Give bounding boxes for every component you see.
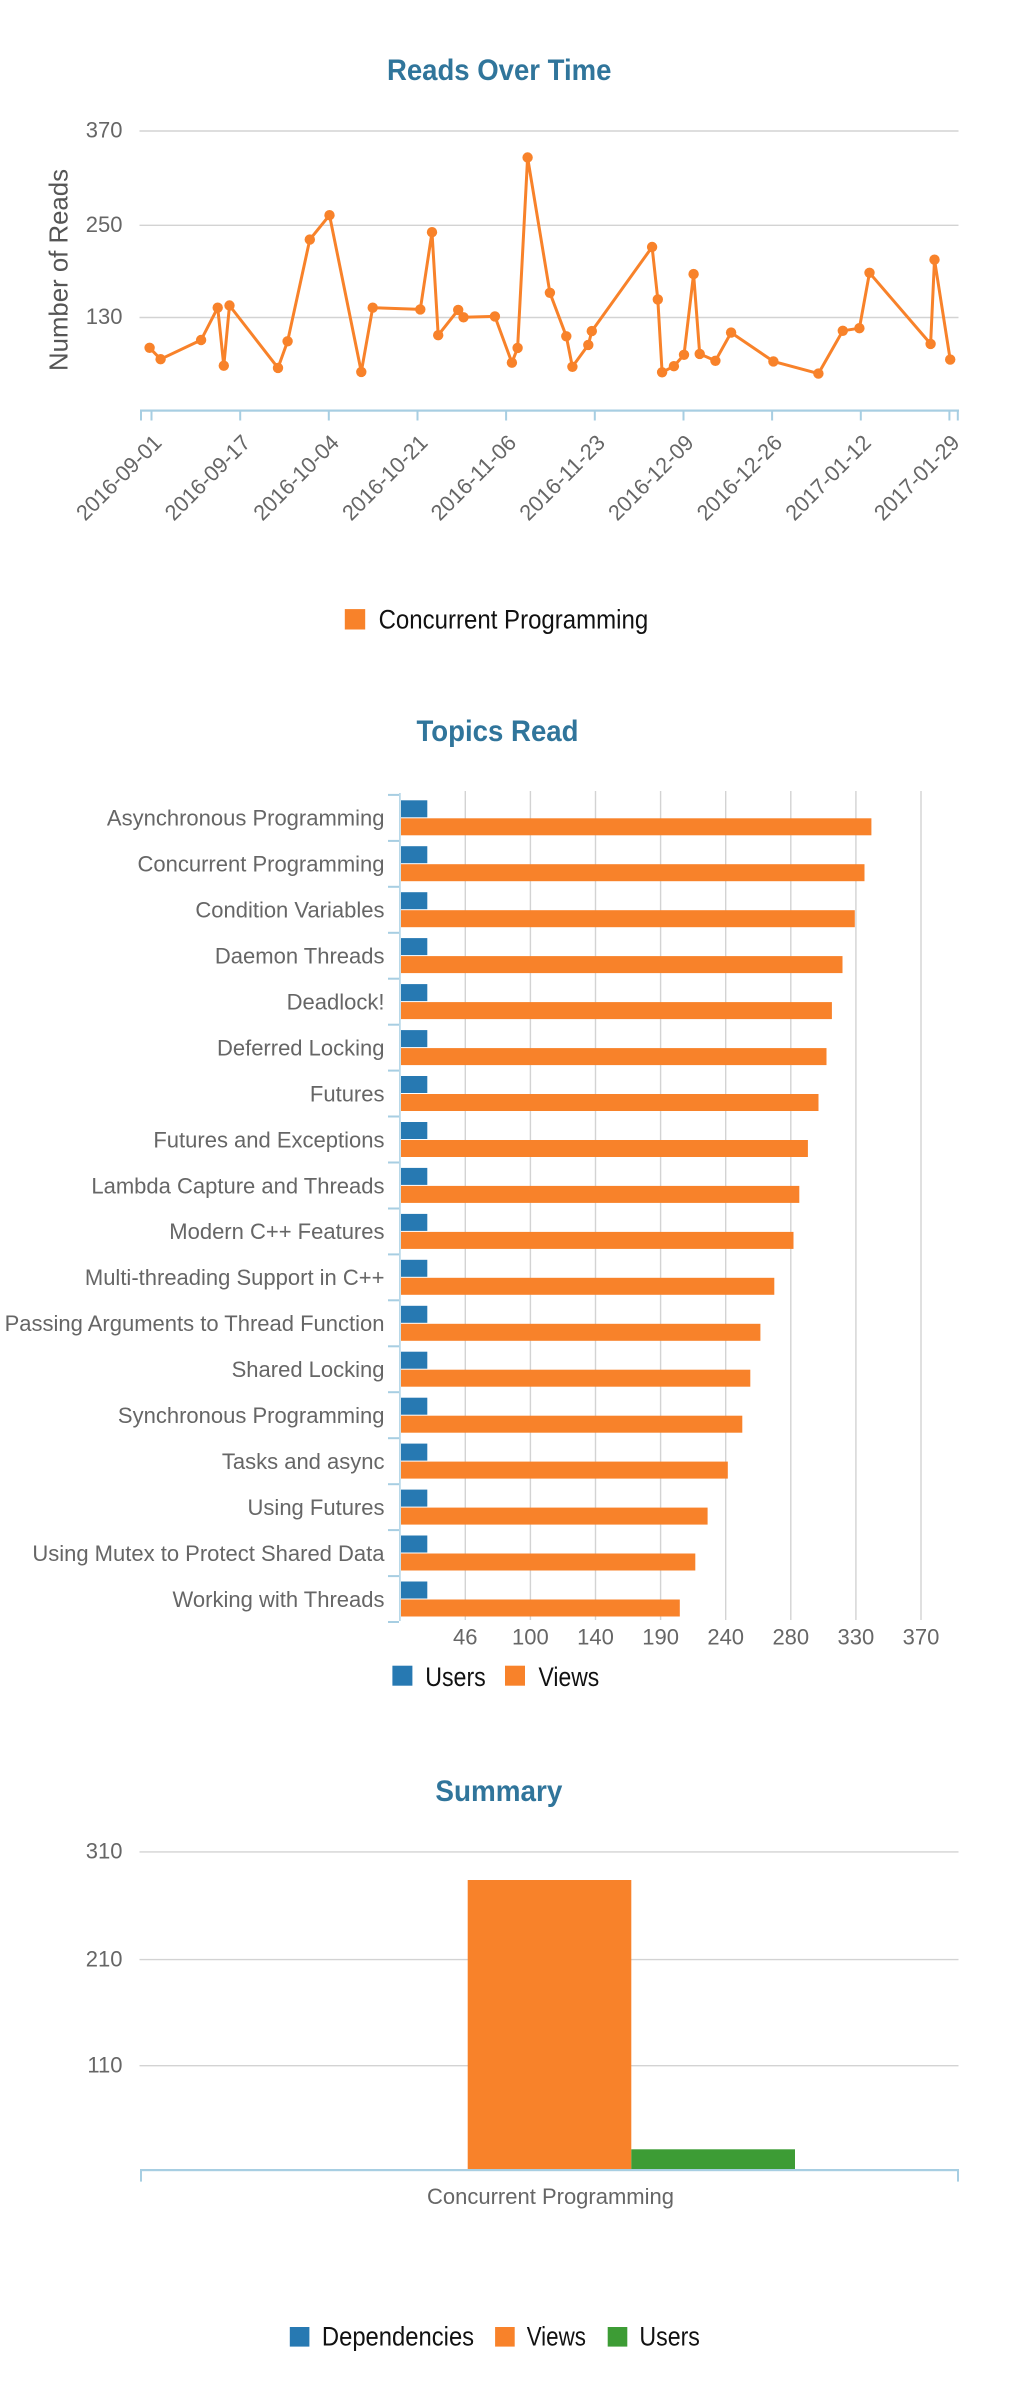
svg-text:Views: Views (527, 2322, 586, 2352)
svg-text:Working with Threads: Working with Threads (173, 1587, 385, 1612)
svg-text:Modern C++ Features: Modern C++ Features (169, 1219, 384, 1244)
svg-text:Passing Arguments to Thread Fu: Passing Arguments to Thread Function (5, 1311, 385, 1336)
svg-text:330: 330 (838, 1624, 875, 1649)
svg-text:190: 190 (642, 1624, 679, 1649)
svg-text:Number of Reads: Number of Reads (44, 169, 74, 371)
svg-text:46: 46 (453, 1624, 477, 1649)
svg-text:240: 240 (707, 1624, 744, 1649)
svg-text:Summary: Summary (435, 1775, 562, 1808)
svg-text:Lambda Capture and Threads: Lambda Capture and Threads (91, 1173, 384, 1198)
svg-text:Concurrent Programming: Concurrent Programming (138, 852, 385, 877)
svg-text:130: 130 (86, 304, 123, 329)
svg-text:Deadlock!: Deadlock! (287, 990, 385, 1015)
svg-text:Condition Variables: Condition Variables (195, 898, 384, 923)
svg-text:Shared Locking: Shared Locking (232, 1357, 385, 1382)
svg-text:Dependencies: Dependencies (322, 2322, 474, 2352)
svg-text:Using Futures: Using Futures (248, 1495, 385, 1520)
svg-text:Users: Users (639, 2322, 700, 2352)
svg-text:370: 370 (86, 118, 123, 143)
svg-text:Asynchronous Programming: Asynchronous Programming (107, 806, 385, 831)
svg-text:310: 310 (86, 1839, 123, 1864)
svg-text:110: 110 (87, 2052, 122, 2077)
svg-text:280: 280 (772, 1624, 809, 1649)
svg-text:Views: Views (539, 1662, 600, 1692)
svg-text:Futures: Futures (310, 1081, 385, 1106)
svg-text:250: 250 (86, 212, 123, 237)
svg-text:Reads Over Time: Reads Over Time (387, 54, 611, 87)
svg-text:Tasks and async: Tasks and async (222, 1449, 385, 1474)
svg-text:Multi-threading Support in C++: Multi-threading Support in C++ (85, 1265, 385, 1290)
svg-text:Users: Users (425, 1662, 486, 1692)
svg-text:Concurrent Programming: Concurrent Programming (427, 2184, 674, 2209)
svg-text:Using Mutex to Protect Shared: Using Mutex to Protect Shared Data (32, 1541, 385, 1566)
svg-text:100: 100 (512, 1624, 549, 1649)
svg-text:Synchronous Programming: Synchronous Programming (118, 1403, 385, 1428)
svg-text:210: 210 (86, 1946, 123, 1971)
svg-text:Topics Read: Topics Read (417, 715, 579, 748)
svg-text:370: 370 (903, 1624, 940, 1649)
svg-text:Deferred Locking: Deferred Locking (217, 1036, 385, 1061)
svg-text:Futures and Exceptions: Futures and Exceptions (153, 1127, 384, 1152)
svg-text:140: 140 (577, 1624, 614, 1649)
svg-text:Concurrent Programming: Concurrent Programming (379, 605, 649, 635)
svg-text:Daemon Threads: Daemon Threads (215, 944, 385, 969)
